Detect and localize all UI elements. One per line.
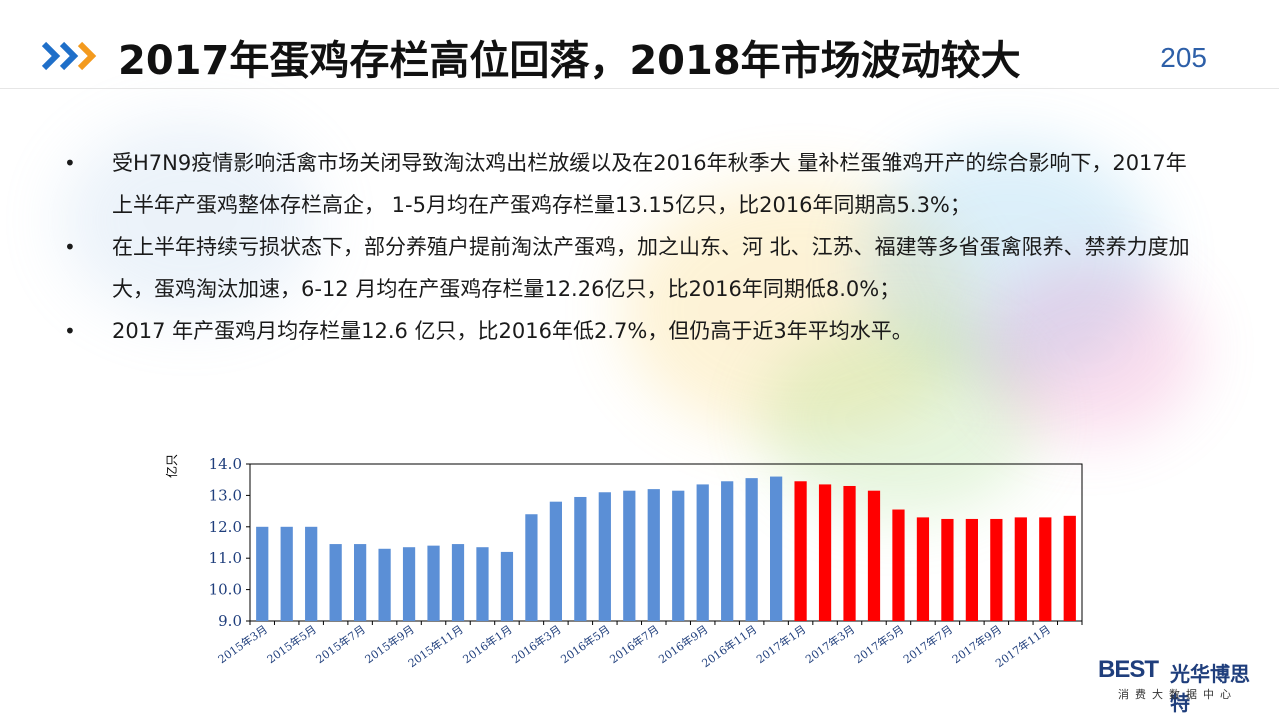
bar bbox=[818, 484, 832, 621]
background-decoration bbox=[860, 140, 1160, 380]
bar bbox=[329, 544, 342, 621]
logo-name: 光华博思特 bbox=[1170, 662, 1250, 715]
layer-stock-chart: 9.0 10.0 11.0 12.0 13.0 14.0 亿只 2015年3月 2015年5月 2… bbox=[150, 448, 1100, 710]
y-tick-label: 12.0 bbox=[209, 518, 242, 536]
bar bbox=[451, 544, 465, 621]
bar bbox=[770, 476, 783, 621]
x-tick-label: 2017年3月 bbox=[803, 622, 858, 666]
y-tick-label: 11.0 bbox=[209, 549, 242, 567]
company-logo: BEST 光华博思特 消费大数据中心 bbox=[1098, 652, 1268, 715]
bar bbox=[1063, 515, 1076, 621]
x-tick-label: 2015年5月 bbox=[264, 622, 319, 666]
y-tick-label: 10.0 bbox=[209, 581, 242, 599]
bar bbox=[574, 496, 587, 621]
logo-brand: BEST bbox=[1098, 656, 1159, 683]
y-axis-label: 亿只 bbox=[164, 454, 179, 478]
bar bbox=[598, 492, 611, 621]
bar bbox=[941, 518, 954, 621]
x-tick-label: 2017年7月 bbox=[900, 622, 955, 666]
bullet-item: • 在上半年持续亏损状态下，部分养殖户提前淘汰产蛋鸡，加之山东、河 北、江苏、福建… bbox=[58, 226, 1198, 310]
bar bbox=[500, 551, 514, 621]
bar bbox=[696, 484, 709, 621]
bar bbox=[867, 490, 881, 621]
bullet-dot-icon: • bbox=[64, 235, 76, 259]
x-tick-label: 2016年3月 bbox=[509, 622, 564, 666]
bar bbox=[427, 545, 440, 621]
bar bbox=[402, 547, 416, 621]
bar-chart: 9.010.011.012.013.014.0亿只2015年3月2015年5月2… bbox=[164, 454, 1083, 670]
page-number: 205 bbox=[1160, 42, 1207, 73]
bar bbox=[525, 514, 538, 621]
y-tick-label: 13.0 bbox=[209, 486, 242, 504]
x-tick-label: 2017年5月 bbox=[851, 622, 906, 666]
bar bbox=[892, 509, 905, 621]
bar bbox=[916, 517, 930, 621]
x-tick-label: 2015年7月 bbox=[313, 622, 368, 666]
bullet-item: • 2017 年产蛋鸡月均存栏量12.6 亿只，比2016年低2.7%，但仍高于近… bbox=[58, 310, 1198, 352]
plot-frame bbox=[249, 463, 1083, 622]
bar bbox=[280, 526, 293, 621]
x-tick-label: 2016年7月 bbox=[607, 622, 662, 666]
y-tick-label: 9.0 bbox=[218, 612, 242, 630]
chevron-arrows-icon bbox=[41, 41, 97, 71]
bar bbox=[990, 518, 1003, 621]
header-divider bbox=[0, 88, 1279, 89]
x-tick-label: 2016年11月 bbox=[699, 622, 759, 670]
y-tick-label: 14.0 bbox=[209, 455, 242, 473]
x-tick-label: 2016年1月 bbox=[460, 622, 515, 666]
background-decoration bbox=[620, 180, 980, 440]
bullet-dot-icon: • bbox=[64, 151, 76, 175]
bar bbox=[843, 485, 856, 621]
bar bbox=[305, 526, 318, 621]
bullet-text: 受H7N9疫情影响活禽市场关闭导致淘汰鸡出栏放缓以及在2016年秋季大 量补栏蛋… bbox=[112, 151, 1187, 217]
bullet-item: • 受H7N9疫情影响活禽市场关闭导致淘汰鸡出栏放缓以及在2016年秋季大 量补栏… bbox=[58, 142, 1198, 226]
bar bbox=[354, 544, 367, 621]
x-tick-label: 2015年11月 bbox=[405, 622, 465, 670]
slide-title: 2017年蛋鸡存栏高位回落，2018年市场波动较大 bbox=[118, 38, 1021, 84]
bar bbox=[965, 518, 978, 621]
bar bbox=[647, 489, 660, 621]
bar bbox=[1039, 517, 1052, 621]
x-tick-label: 2017年1月 bbox=[754, 622, 809, 666]
bar bbox=[476, 547, 489, 621]
bullet-text: 在上半年持续亏损状态下，部分养殖户提前淘汰产蛋鸡，加之山东、河 北、江苏、福建等… bbox=[112, 235, 1190, 301]
x-tick-label: 2016年5月 bbox=[558, 622, 613, 666]
slide-header: 2017年蛋鸡存栏高位回落，2018年市场波动较大 205 bbox=[0, 0, 1279, 90]
bullet-text: 2017 年产蛋鸡月均存栏量12.6 亿只，比2016年低2.7%，但仍高于近3… bbox=[112, 319, 913, 343]
bullet-list: • 受H7N9疫情影响活禽市场关闭导致淘汰鸡出栏放缓以及在2016年秋季大 量补栏… bbox=[58, 142, 1198, 352]
x-tick-label: 2017年11月 bbox=[993, 622, 1053, 670]
bar bbox=[549, 501, 562, 621]
bullet-dot-icon: • bbox=[64, 319, 76, 343]
bar bbox=[721, 481, 734, 621]
background-decoration bbox=[60, 120, 320, 320]
bar bbox=[672, 490, 685, 621]
background-decoration bbox=[980, 260, 1200, 440]
bar bbox=[745, 478, 758, 621]
logo-subtitle: 消费大数据中心 bbox=[1118, 688, 1237, 701]
bar bbox=[256, 526, 269, 621]
bar bbox=[378, 548, 391, 621]
bar bbox=[623, 490, 636, 621]
bar bbox=[1014, 517, 1027, 621]
bar bbox=[794, 481, 807, 621]
